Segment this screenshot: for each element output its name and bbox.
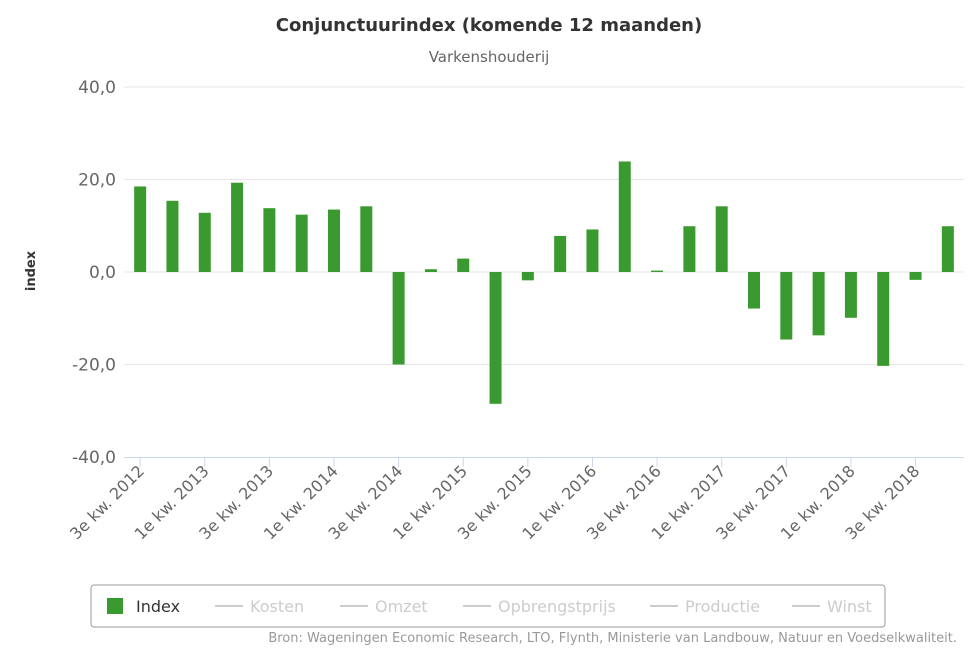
legend-label: Opbrengstprijs — [498, 597, 616, 616]
bar[interactable] — [134, 186, 147, 272]
y-axis-ticks: 40,0 20,0 0,0 -20,0 -40,0 — [72, 78, 116, 468]
y-tick-label: -40,0 — [72, 448, 116, 468]
bar[interactable] — [844, 272, 857, 318]
y-tick-label: -20,0 — [72, 356, 116, 376]
bar[interactable] — [715, 206, 728, 272]
bar[interactable] — [360, 206, 373, 272]
x-axis — [124, 457, 964, 467]
grid-lines — [124, 86, 964, 365]
bar[interactable] — [457, 258, 470, 272]
legend-label: Kosten — [250, 597, 304, 616]
y-tick-label: 40,0 — [78, 78, 116, 98]
chart-subtitle: Varkenshouderij — [429, 48, 550, 66]
legend-item-index[interactable]: Index — [107, 597, 180, 616]
bar[interactable] — [489, 272, 502, 404]
legend-item-omzet[interactable]: Omzet — [340, 597, 428, 616]
bar[interactable] — [521, 272, 534, 281]
legend-label: Productie — [685, 597, 760, 616]
bar[interactable] — [328, 209, 340, 272]
legend: Index Kosten Omzet Opbrengstprijs Productie W… — [90, 584, 886, 628]
bar[interactable] — [941, 226, 954, 272]
bar[interactable] — [166, 200, 179, 272]
bar[interactable] — [748, 272, 760, 309]
bar[interactable] — [392, 272, 405, 365]
legend-item-productie[interactable]: Productie — [650, 597, 760, 616]
bar[interactable] — [651, 270, 664, 272]
bar[interactable] — [877, 272, 890, 366]
credits-text: Bron: Wageningen Economic Research, LTO,… — [268, 631, 957, 646]
bar[interactable] — [909, 272, 922, 280]
y-axis-label: index — [24, 250, 39, 291]
bar[interactable] — [618, 161, 631, 272]
bar-series-index[interactable] — [134, 161, 954, 404]
legend-swatch — [107, 598, 123, 614]
y-tick-label: 20,0 — [78, 171, 116, 191]
chart-title: Conjunctuurindex (komende 12 maanden) — [276, 15, 702, 36]
bar[interactable] — [424, 269, 437, 272]
legend-label: Winst — [827, 597, 872, 616]
bar[interactable] — [554, 235, 567, 272]
bar[interactable] — [263, 208, 276, 272]
y-tick-label: 0,0 — [89, 263, 116, 283]
legend-label: Index — [136, 597, 180, 616]
bar[interactable] — [198, 212, 211, 272]
bar[interactable] — [812, 272, 825, 336]
bar[interactable] — [683, 226, 696, 272]
legend-item-opbrengstprijs[interactable]: Opbrengstprijs — [463, 597, 616, 616]
legend-item-winst[interactable]: Winst — [792, 597, 872, 616]
legend-item-kosten[interactable]: Kosten — [215, 597, 304, 616]
bar[interactable] — [231, 182, 244, 272]
legend-label: Omzet — [375, 597, 428, 616]
bar[interactable] — [295, 214, 308, 272]
bar[interactable] — [586, 229, 599, 272]
bar[interactable] — [780, 272, 793, 340]
